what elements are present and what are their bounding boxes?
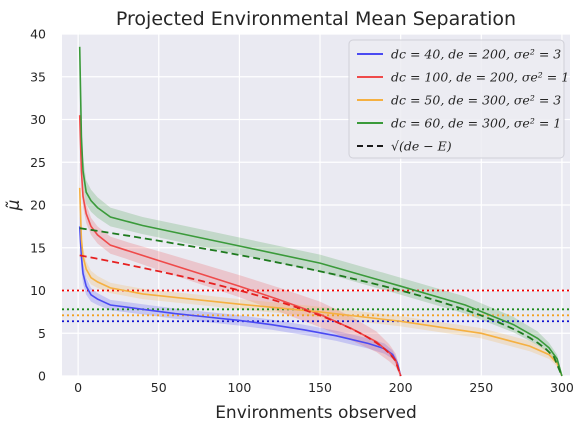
x-tick-label: 50 xyxy=(151,380,167,395)
y-tick-label: 20 xyxy=(30,198,46,213)
grid-lines xyxy=(62,33,570,377)
series-band-3 xyxy=(79,175,562,376)
sqrt-fit-line-1 xyxy=(79,254,402,377)
y-tick-label: 10 xyxy=(30,283,46,298)
series-band-1 xyxy=(79,213,401,376)
series-line-3 xyxy=(78,187,563,377)
legend-box xyxy=(348,39,565,159)
legend-label: dc = 40, de = 200, σe² = 3 xyxy=(391,47,561,62)
y-tick-label: 25 xyxy=(30,155,46,170)
x-tick-label: 100 xyxy=(227,380,251,395)
y-tick-label: 5 xyxy=(38,326,46,341)
legend-label: dc = 50, de = 300, σe² = 3 xyxy=(391,93,561,108)
y-tick-label: 40 xyxy=(30,27,46,42)
confidence-bands xyxy=(79,29,562,377)
x-tick-label: 300 xyxy=(550,380,574,395)
legend-label: dc = 60, de = 300, σe² = 1 xyxy=(391,116,561,131)
legend-label: dc = 100, de = 200, σe² = 1 xyxy=(391,70,569,85)
x-tick-label: 250 xyxy=(469,380,493,395)
series-band-2 xyxy=(79,102,401,377)
y-tick-label: 30 xyxy=(30,112,46,127)
chart-title: Projected Environmental Mean Separation xyxy=(116,8,516,30)
y-tick-label: 15 xyxy=(30,240,46,255)
x-tick-label: 150 xyxy=(308,380,332,395)
sqrt-fit-lines xyxy=(79,227,563,377)
y-tick-label: 0 xyxy=(38,369,46,384)
x-tick-label: 0 xyxy=(74,380,82,395)
sqrt-fit-line-2 xyxy=(79,227,563,377)
legend: dc = 40, de = 200, σe² = 3 dc = 100, de =… xyxy=(348,39,569,159)
x-axis-title: Environments observed xyxy=(215,403,417,423)
y-tick-label: 35 xyxy=(30,69,46,84)
y-axis-title: μ̃ xyxy=(4,199,24,211)
legend-label: √(de − E) xyxy=(391,139,452,154)
tick-labels: 0 50 100 150 200 250 300 0 5 10 15 20 25 30 35 40 xyxy=(30,27,574,396)
x-tick-label: 200 xyxy=(389,380,413,395)
series-line-4 xyxy=(78,46,563,377)
